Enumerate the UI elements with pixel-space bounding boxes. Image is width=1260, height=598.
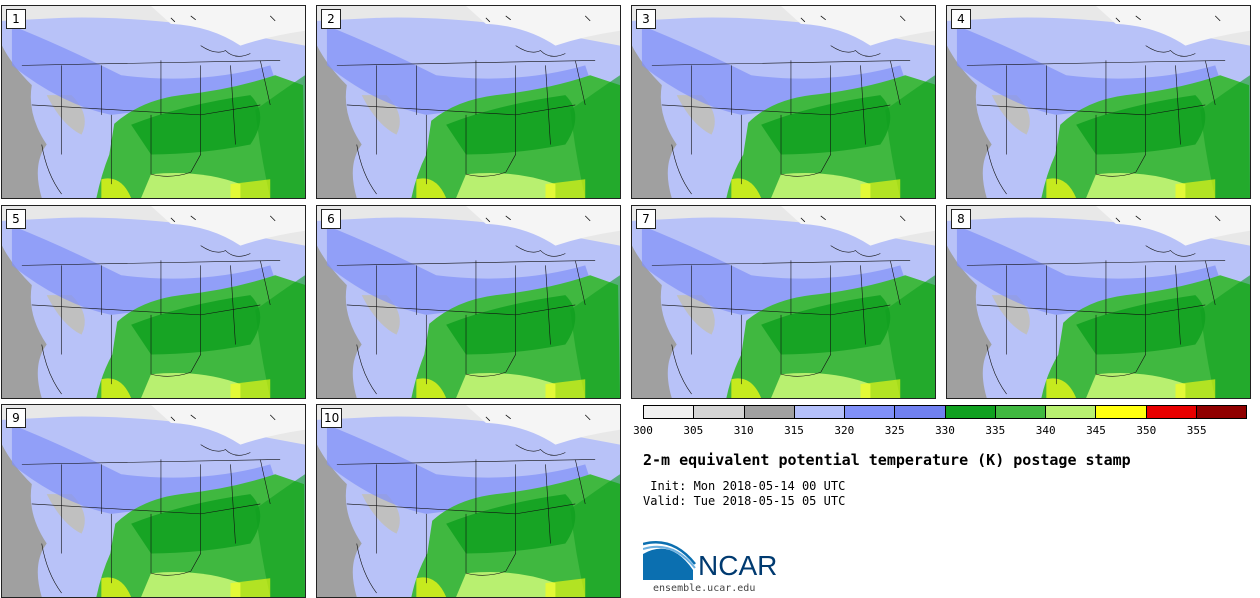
stamp-panel-4: 4 bbox=[946, 5, 1251, 199]
ncar-logo-icon bbox=[643, 541, 696, 580]
panel-number-label: 8 bbox=[951, 209, 971, 229]
colorbar-swatch bbox=[995, 406, 1046, 418]
colorbar bbox=[643, 405, 1247, 419]
logo-text: NCAR bbox=[698, 550, 778, 581]
colorbar-swatch bbox=[1146, 406, 1197, 418]
colorbar-swatch bbox=[845, 406, 896, 418]
stamp-panel-2: 2 bbox=[316, 5, 621, 199]
colorbar-swatch bbox=[644, 406, 695, 418]
colorbar-tick-label: 310 bbox=[733, 424, 754, 437]
colorbar-swatch bbox=[794, 406, 845, 418]
site-url[interactable]: ensemble.ucar.edu bbox=[653, 583, 756, 594]
stamp-panel-6: 6 bbox=[316, 205, 621, 399]
colorbar-tick-label: 315 bbox=[784, 424, 804, 437]
panel-number-label: 5 bbox=[6, 209, 26, 229]
stamp-panel-1: 1 bbox=[1, 5, 306, 199]
panel-number-label: 1 bbox=[6, 9, 26, 29]
panel-number-label: 10 bbox=[321, 408, 343, 428]
stamp-panel-5: 5 bbox=[1, 205, 306, 399]
panel-number-label: 6 bbox=[321, 209, 341, 229]
stamp-panel-9: 9 bbox=[1, 404, 306, 598]
colorbar-tick-label: 350 bbox=[1136, 424, 1157, 437]
colorbar-tick-label: 355 bbox=[1186, 424, 1207, 437]
stamp-panel-10: 10 bbox=[316, 404, 621, 598]
colorbar-swatch bbox=[945, 406, 996, 418]
colorbar-tick-label: 300 bbox=[633, 424, 653, 437]
colorbar-tick-label: 320 bbox=[834, 424, 855, 437]
panel-number-label: 9 bbox=[6, 408, 26, 428]
panel-number-label: 2 bbox=[321, 9, 341, 29]
colorbar-tick-label: 335 bbox=[985, 424, 1006, 437]
colorbar-swatch bbox=[744, 406, 795, 418]
panel-number-label: 4 bbox=[951, 9, 971, 29]
colorbar-tick-label: 305 bbox=[683, 424, 704, 437]
colorbar-tick-label: 325 bbox=[884, 424, 905, 437]
colorbar-tick-label: 345 bbox=[1086, 424, 1106, 437]
stamp-panel-3: 3 bbox=[631, 5, 936, 199]
colorbar-tick-label: 330 bbox=[935, 424, 955, 437]
stamp-panel-8: 8 bbox=[946, 205, 1251, 399]
colorbar-swatch bbox=[1196, 406, 1246, 418]
colorbar-swatch bbox=[895, 406, 946, 418]
init-time: Init: Mon 2018-05-14 00 UTC bbox=[643, 479, 846, 493]
panel-number-label: 7 bbox=[636, 209, 656, 229]
stamp-panel-7: 7 bbox=[631, 205, 936, 399]
valid-time: Valid: Tue 2018-05-15 05 UTC bbox=[643, 494, 846, 508]
plot-title: 2-m equivalent potential temperature (K)… bbox=[643, 451, 1131, 469]
colorbar-swatch bbox=[694, 406, 745, 418]
colorbar-tick-label: 340 bbox=[1035, 424, 1056, 437]
colorbar-swatch bbox=[1046, 406, 1097, 418]
panel-number-label: 3 bbox=[636, 9, 656, 29]
colorbar-swatch bbox=[1096, 406, 1147, 418]
